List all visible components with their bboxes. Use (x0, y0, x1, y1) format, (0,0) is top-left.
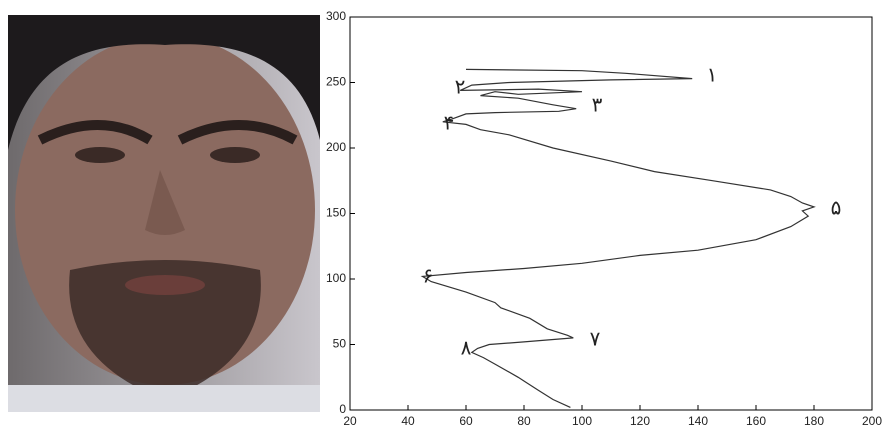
y-tick-label: 250 (326, 75, 346, 89)
annotation: ۵ (831, 196, 842, 220)
y-tick-label: 50 (333, 337, 347, 351)
y-tick-label: 150 (326, 206, 346, 220)
x-tick-label: 80 (517, 414, 531, 428)
y-tick-label: 300 (326, 9, 346, 23)
face-photo (8, 15, 320, 412)
annotation: ۲ (455, 75, 466, 99)
x-tick-label: 120 (630, 414, 650, 428)
annotation: ۴ (444, 111, 455, 135)
x-tick-label: 180 (804, 414, 824, 428)
annotation: ۷ (590, 327, 601, 351)
y-tick-label: 200 (326, 140, 346, 154)
x-tick-label: 40 (401, 414, 415, 428)
y-tick-label: 0 (339, 402, 346, 416)
x-tick-label: 160 (746, 414, 766, 428)
x-tick-label: 20 (343, 414, 357, 428)
annotation: ۸ (461, 336, 472, 360)
x-tick-label: 140 (688, 414, 708, 428)
profile-line (420, 68, 816, 408)
annotation: ۶ (423, 264, 434, 288)
x-tick-label: 60 (459, 414, 473, 428)
annotation: ۳ (592, 93, 603, 117)
x-tick-label: 100 (572, 414, 592, 428)
annotation: ۱ (707, 63, 718, 87)
y-tick-label: 100 (326, 271, 346, 285)
plot-frame (349, 16, 873, 411)
x-tick-label: 200 (862, 414, 882, 428)
